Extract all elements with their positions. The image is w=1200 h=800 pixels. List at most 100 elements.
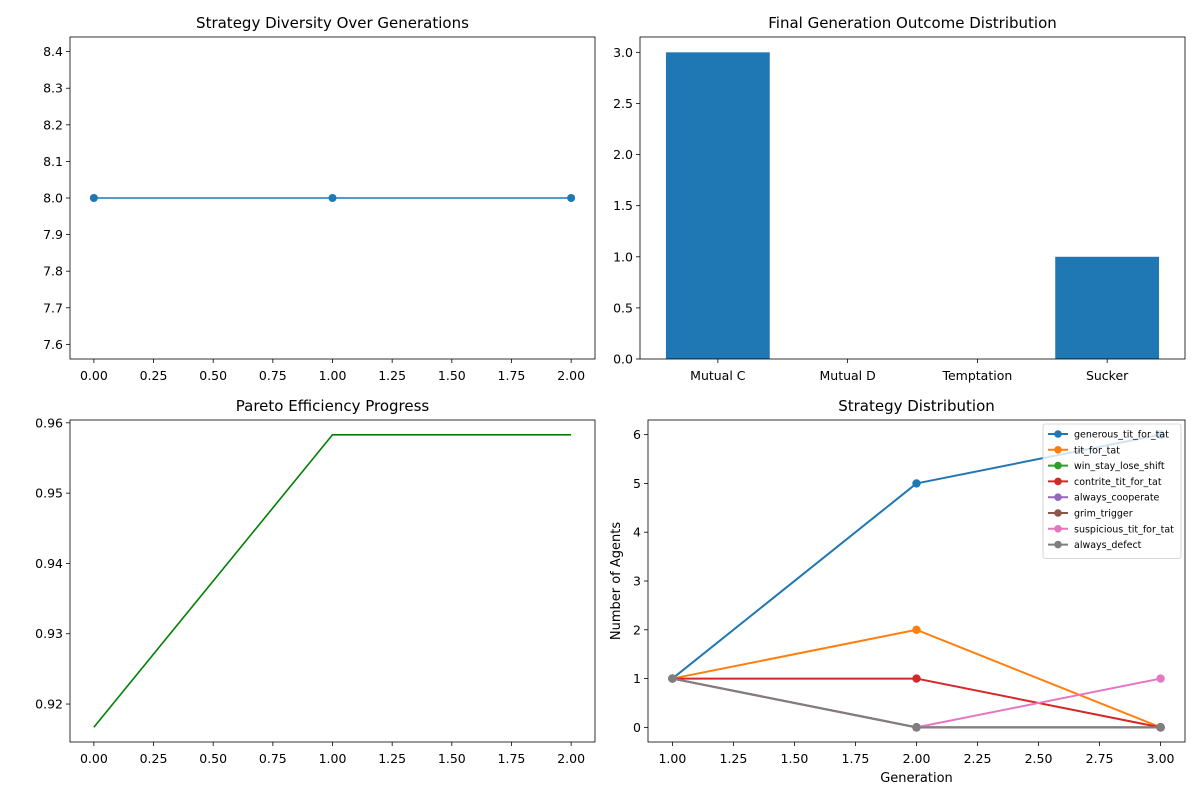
x-tick-label: 2.00 bbox=[557, 751, 585, 766]
y-tick-label: 2 bbox=[633, 622, 641, 637]
x-tick-label: 1.00 bbox=[319, 751, 347, 766]
line-win-stay-lose-shift bbox=[672, 677, 1161, 729]
y-tick-label: 8.0 bbox=[43, 191, 63, 206]
y-tick-label: 0.94 bbox=[35, 556, 63, 571]
x-tick-label: 1.25 bbox=[378, 368, 406, 383]
x-tick-label: 1.50 bbox=[438, 368, 466, 383]
legend-marker-always-defect bbox=[1054, 540, 1062, 549]
legend-marker-contrite-tit-for-tat bbox=[1054, 477, 1062, 486]
legend-label-contrite-tit-for-tat: contrite_tit_for_tat bbox=[1074, 477, 1162, 488]
x-tick-label: 1.00 bbox=[319, 368, 347, 383]
legend-box bbox=[1042, 423, 1182, 559]
legend-marker-suspicious-tit-for-tat bbox=[1054, 525, 1062, 533]
x-tick-label: 0.75 bbox=[259, 751, 287, 766]
x-tick-label: Sucker bbox=[1086, 368, 1129, 383]
y-tick-label: 8.1 bbox=[43, 154, 63, 169]
point-tit-for-tat-1 bbox=[912, 625, 921, 634]
y-tick-label: 8.4 bbox=[43, 44, 63, 59]
y-tick-label: 0.0 bbox=[613, 352, 633, 367]
y-axis-label: Number of Agents bbox=[609, 522, 624, 640]
x-tick-label: Mutual D bbox=[819, 368, 875, 383]
y-tick-label: 5 bbox=[633, 476, 641, 491]
point-always-defect-0 bbox=[668, 674, 677, 683]
x-tick-label: 1.75 bbox=[498, 368, 526, 383]
y-tick-label: 2.5 bbox=[613, 96, 633, 111]
point-series-0-2 bbox=[567, 194, 576, 202]
x-tick-label: 0.50 bbox=[199, 368, 227, 383]
x-tick-label: 0.25 bbox=[140, 751, 168, 766]
x-tick-label: 1.75 bbox=[498, 751, 526, 766]
line-series-0 bbox=[93, 433, 572, 728]
point-always-defect-1 bbox=[912, 723, 921, 732]
legend-label-tit-for-tat: tit_for_tat bbox=[1074, 445, 1120, 456]
legend-label-grim-trigger: grim_trigger bbox=[1074, 509, 1133, 520]
legend-marker-always-cooperate bbox=[1054, 493, 1062, 502]
y-tick-label: 0.92 bbox=[35, 697, 63, 712]
point-always-defect-2 bbox=[1156, 723, 1165, 732]
line-always-defect bbox=[672, 677, 1161, 729]
x-tick-label: 1.75 bbox=[842, 751, 870, 766]
y-tick-label: 0.95 bbox=[35, 486, 63, 501]
x-tick-label: 3.00 bbox=[1147, 751, 1175, 766]
legend-label-suspicious-tit-for-tat: suspicious_tit_for_tat bbox=[1074, 524, 1174, 535]
x-tick-label: 0.25 bbox=[140, 368, 168, 383]
legend-label-generous-tit-for-tat: generous_tit_for_tat bbox=[1074, 430, 1169, 441]
bar-mutual-c bbox=[665, 52, 770, 359]
y-tick-label: 0.96 bbox=[35, 415, 63, 430]
bar-sucker bbox=[1055, 256, 1160, 359]
y-tick-label: 2.0 bbox=[613, 147, 633, 162]
y-tick-label: 4 bbox=[633, 525, 641, 540]
legend-marker-generous-tit-for-tat bbox=[1054, 430, 1062, 438]
legend-marker-tit-for-tat bbox=[1054, 446, 1062, 454]
x-axis-label: Generation bbox=[880, 771, 953, 786]
x-tick-label: 1.00 bbox=[658, 751, 686, 766]
line-suspicious-tit-for-tat bbox=[672, 677, 1161, 729]
y-tick-label: 0 bbox=[633, 720, 641, 735]
y-tick-label: 6 bbox=[633, 427, 641, 442]
chart-title: Final Generation Outcome Distribution bbox=[768, 14, 1057, 32]
y-tick-label: 1 bbox=[633, 671, 641, 686]
x-tick-label: 1.25 bbox=[378, 751, 406, 766]
line-always-cooperate bbox=[672, 677, 1161, 729]
x-tick-label: 0.50 bbox=[199, 751, 227, 766]
x-tick-label: 2.00 bbox=[903, 751, 931, 766]
chart-outcomes: Final Generation Outcome Distribution 0.0… bbox=[613, 14, 1186, 383]
y-tick-label: 1.0 bbox=[613, 249, 633, 264]
x-tick-label: 2.25 bbox=[964, 751, 992, 766]
y-tick-label: 0.5 bbox=[613, 300, 633, 315]
point-series-0-0 bbox=[89, 194, 98, 202]
chart-pareto: Pareto Efficiency Progress 0.92 0.93 0.94 0.… bbox=[35, 397, 596, 766]
x-tick-label: 1.50 bbox=[781, 751, 809, 766]
x-tick-label: 1.25 bbox=[720, 751, 748, 766]
point-suspicious-tit-for-tat-2 bbox=[1156, 674, 1165, 683]
x-tick-label: 0.75 bbox=[259, 368, 287, 383]
legend-marker-win-stay-lose-shift bbox=[1054, 461, 1062, 470]
point-generous-tit-for-tat-1 bbox=[912, 479, 921, 488]
y-tick-label: 8.3 bbox=[43, 81, 63, 96]
legend-marker-grim-trigger bbox=[1054, 509, 1062, 517]
chart-title: Strategy Distribution bbox=[838, 397, 995, 415]
chart-distribution: Strategy Distribution 0 1 2 3 4 5 6 1.00 1.25 1.50… bbox=[609, 397, 1186, 786]
y-tick-label: 7.8 bbox=[43, 264, 63, 279]
y-tick-label: 1.5 bbox=[613, 198, 633, 213]
legend-label-always-defect: always_defect bbox=[1074, 540, 1142, 551]
y-tick-label: 8.2 bbox=[43, 117, 63, 132]
point-contrite-tit-for-tat-1 bbox=[912, 674, 921, 683]
legend-label-win-stay-lose-shift: win_stay_lose_shift bbox=[1074, 461, 1165, 472]
y-tick-label: 3 bbox=[633, 574, 641, 589]
y-tick-label: 3.0 bbox=[613, 45, 633, 60]
legend: generous_tit_for_tat tit_for_tat win_stay_… bbox=[1042, 423, 1182, 559]
y-tick-label: 7.6 bbox=[43, 337, 63, 352]
line-grim-trigger bbox=[672, 677, 1161, 729]
plot-frame bbox=[639, 36, 1186, 360]
x-tick-label: 2.75 bbox=[1086, 751, 1114, 766]
chart-title: Strategy Diversity Over Generations bbox=[196, 14, 469, 32]
plot-frame bbox=[69, 419, 596, 743]
y-tick-label: 7.7 bbox=[43, 300, 63, 315]
x-tick-label: Mutual C bbox=[690, 368, 746, 383]
x-tick-label: 1.50 bbox=[438, 751, 466, 766]
x-tick-label: 2.50 bbox=[1025, 751, 1053, 766]
y-tick-label: 0.93 bbox=[35, 626, 63, 641]
x-tick-label: 2.00 bbox=[557, 368, 585, 383]
